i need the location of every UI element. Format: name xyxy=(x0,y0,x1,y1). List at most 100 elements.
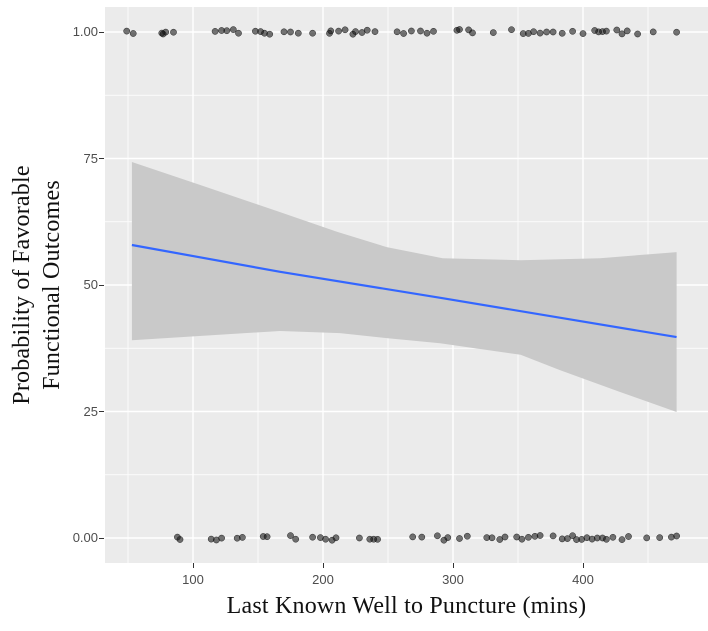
data-point xyxy=(211,28,219,35)
data-point xyxy=(292,535,300,543)
regression-line xyxy=(131,243,677,339)
data-point xyxy=(229,26,237,33)
data-point xyxy=(543,28,550,36)
x-axis-title: Last Known Well to Puncture (mins) xyxy=(226,593,587,619)
data-point xyxy=(223,27,231,35)
data-point xyxy=(634,30,641,38)
data-point xyxy=(352,28,359,35)
plot-canvas xyxy=(105,7,708,563)
data-point xyxy=(423,29,431,37)
data-point xyxy=(549,532,557,540)
y-tick-mark xyxy=(99,284,104,286)
data-point xyxy=(456,535,463,542)
data-point xyxy=(123,27,131,35)
data-point xyxy=(569,27,576,35)
data-point xyxy=(408,27,415,35)
y-tick-label: 1.00 xyxy=(72,24,98,39)
data-point xyxy=(463,532,471,540)
x-tick-label: 100 xyxy=(182,572,204,587)
data-point xyxy=(363,26,371,34)
y-axis-title-line1: Probability of Favorable xyxy=(9,165,35,405)
confidence-band xyxy=(131,162,677,412)
data-point xyxy=(263,533,271,541)
data-point xyxy=(434,532,441,540)
data-point xyxy=(508,26,515,34)
data-point xyxy=(618,536,626,543)
x-tick-label: 400 xyxy=(572,572,594,587)
data-point xyxy=(129,30,137,37)
data-point xyxy=(287,28,294,36)
x-tick-mark xyxy=(582,563,584,568)
data-point xyxy=(266,30,274,38)
data-point xyxy=(309,29,316,37)
x-tick-label: 300 xyxy=(442,572,464,587)
x-tick-label: 200 xyxy=(312,572,334,587)
data-point xyxy=(280,28,288,36)
data-point xyxy=(400,30,407,37)
data-point xyxy=(603,535,610,543)
data-point xyxy=(564,535,571,542)
data-point xyxy=(417,27,424,35)
y-tick-label: 0.00 xyxy=(72,530,98,545)
data-point xyxy=(409,533,417,541)
data-point xyxy=(673,532,680,540)
x-tick-mark xyxy=(452,563,454,568)
x-tick-mark xyxy=(192,563,194,568)
data-point xyxy=(332,534,340,542)
data-point xyxy=(673,28,680,36)
data-point xyxy=(649,28,657,36)
data-point xyxy=(536,29,544,37)
y-axis-title-line2: Functional Outcomes xyxy=(39,180,65,390)
y-tick-mark xyxy=(99,411,104,412)
y-tick-label: 50 xyxy=(83,277,98,292)
y-tick-mark xyxy=(99,537,104,539)
data-point xyxy=(393,28,401,36)
data-point xyxy=(170,28,177,36)
data-point xyxy=(239,534,246,541)
y-tick-mark xyxy=(99,158,104,159)
data-point xyxy=(656,534,664,541)
x-tick-mark xyxy=(322,563,324,568)
data-point xyxy=(418,533,426,541)
data-point xyxy=(613,26,621,34)
y-tick-label: 25 xyxy=(83,403,98,419)
data-point xyxy=(456,26,463,33)
y-tick-label: 75 xyxy=(83,150,98,166)
data-point xyxy=(374,535,381,543)
data-point xyxy=(309,533,316,541)
data-point xyxy=(335,27,342,35)
data-point xyxy=(444,534,452,541)
data-point xyxy=(643,534,651,542)
data-point xyxy=(618,30,626,38)
data-point xyxy=(501,533,509,541)
data-point xyxy=(235,29,242,37)
data-point xyxy=(176,536,184,543)
data-point xyxy=(218,534,225,542)
data-point xyxy=(489,29,497,36)
plot-panel xyxy=(105,7,708,563)
data-point xyxy=(287,532,294,539)
data-point xyxy=(536,532,544,539)
data-point xyxy=(525,533,532,541)
data-point xyxy=(623,27,631,35)
data-point xyxy=(625,533,632,540)
data-point xyxy=(518,535,526,543)
data-point xyxy=(530,28,537,36)
data-point xyxy=(356,534,363,542)
data-point xyxy=(579,30,587,37)
data-point xyxy=(371,28,379,35)
data-point xyxy=(294,29,302,37)
data-point xyxy=(603,27,610,35)
data-point xyxy=(322,535,329,543)
data-point xyxy=(558,29,566,37)
y-axis-title: Probability of Favorable Functional Outc… xyxy=(7,165,67,404)
data-point xyxy=(327,27,335,35)
data-point xyxy=(162,28,170,36)
data-point xyxy=(341,26,349,34)
data-point xyxy=(549,28,557,36)
data-point xyxy=(430,27,437,35)
data-point xyxy=(488,534,496,542)
data-point xyxy=(609,533,617,541)
data-point xyxy=(469,29,476,37)
